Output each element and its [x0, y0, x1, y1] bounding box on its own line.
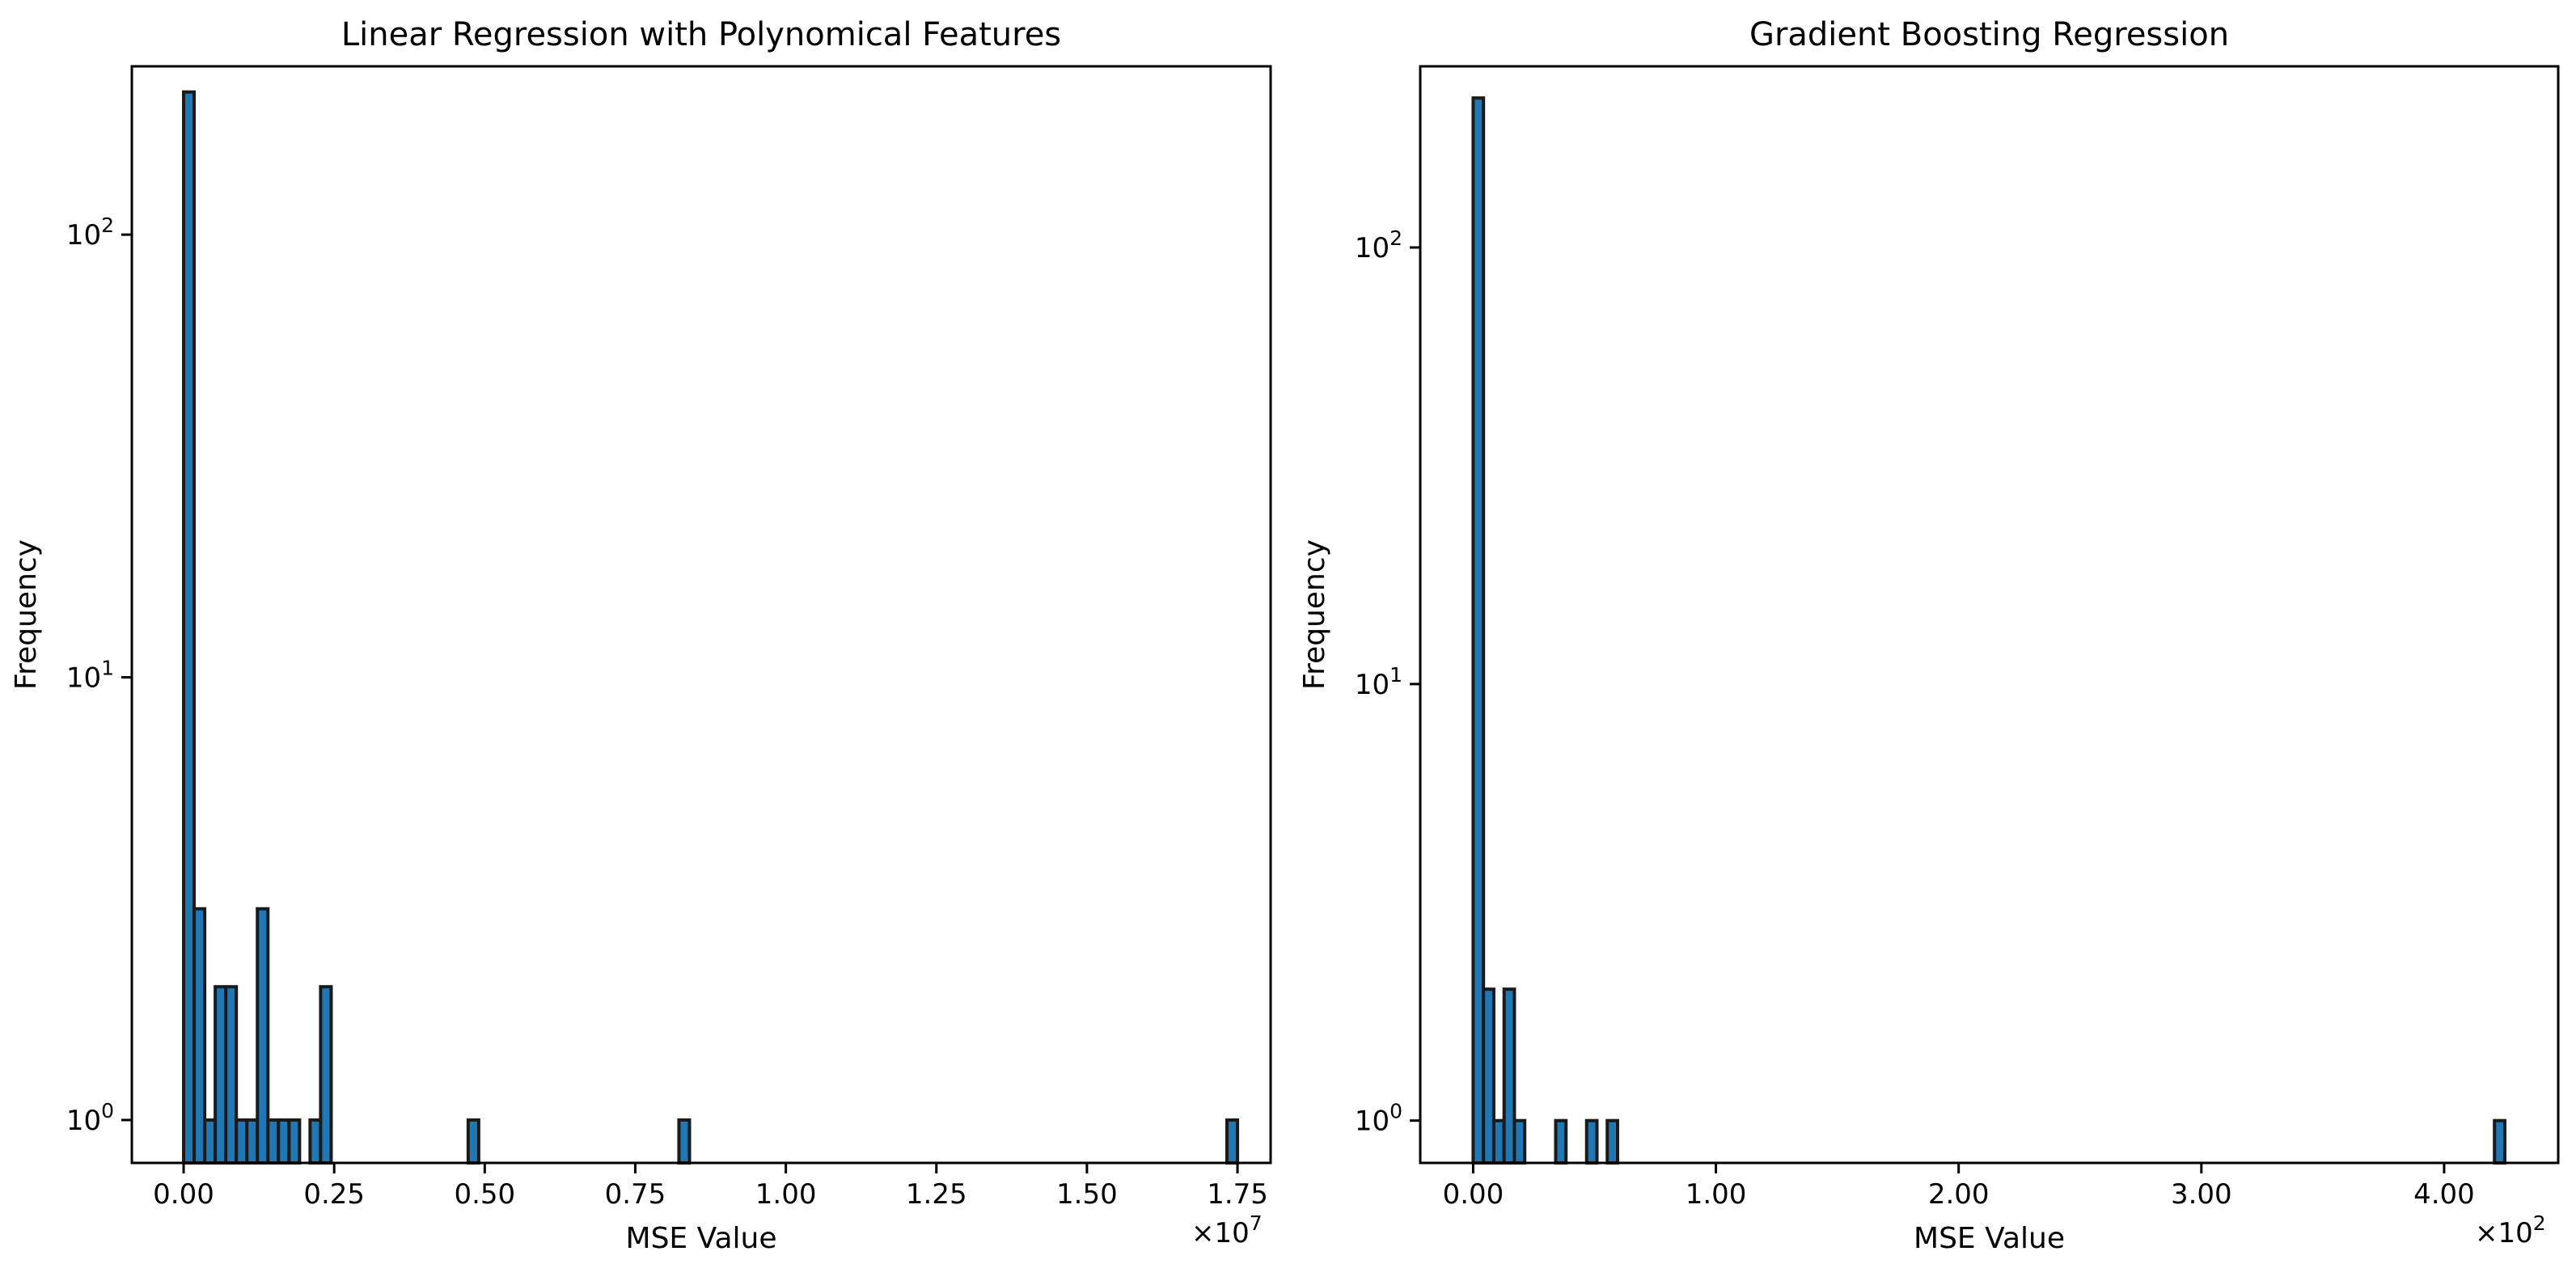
x-tick-label: 2.00 — [1928, 1178, 1990, 1211]
histogram-bar — [1512, 1118, 1527, 1165]
chart-panel-2: 0.00 1.00 2.00 3.00 4.00 100 101 102 Gradient Bo… — [1298, 16, 2560, 1255]
histogram-bar — [466, 1118, 480, 1165]
x-tick-label: 1.50 — [1056, 1178, 1118, 1211]
chart-title: Linear Regression with Polynomical Featu… — [341, 16, 1061, 53]
x-tick-label: 1.00 — [755, 1178, 817, 1211]
chart-panel-1: 0.00 0.25 0.50 0.75 1.00 1.25 1.50 1.75 100 101 10… — [10, 16, 1272, 1255]
x-tick-label: 0.75 — [605, 1178, 666, 1211]
x-tick-label: 0.00 — [153, 1178, 214, 1211]
y-tick-label: 102 — [66, 213, 114, 252]
y-axis-label: Frequency — [1298, 539, 1331, 690]
x-tick-label: 4.00 — [2413, 1178, 2475, 1211]
y-tick-label: 100 — [1355, 1100, 1402, 1138]
plot-frame — [1419, 65, 2560, 1165]
x-axis-label: MSE Value — [626, 1222, 777, 1255]
x-tick-label: 1.00 — [1686, 1178, 1747, 1211]
x-tick-label: 1.25 — [906, 1178, 967, 1211]
histogram-bar — [1225, 1118, 1240, 1165]
chart-title: Gradient Boosting Regression — [1749, 16, 2229, 53]
histogram-bar — [1605, 1118, 1620, 1165]
y-tick-label: 100 — [66, 1099, 114, 1137]
x-offset-multiplier: ×107 — [1191, 1211, 1263, 1249]
histogram-bar — [1554, 1118, 1568, 1165]
x-tick-label: 0.00 — [1443, 1178, 1504, 1211]
y-tick-label: 102 — [1355, 226, 1402, 264]
histogram-bar — [677, 1118, 692, 1165]
x-tick-label: 0.50 — [454, 1178, 515, 1211]
histogram-bar — [287, 1118, 302, 1165]
y-tick-label: 101 — [66, 657, 114, 695]
histogram-bar — [1584, 1118, 1599, 1165]
plot-frame — [130, 65, 1272, 1165]
x-offset-multiplier: ×102 — [2475, 1211, 2546, 1249]
x-tick-label: 0.25 — [303, 1178, 365, 1211]
x-axis-label: MSE Value — [1914, 1222, 2065, 1255]
x-tick-label: 3.00 — [2171, 1178, 2232, 1211]
y-axis-label: Frequency — [10, 539, 43, 690]
histogram-bar — [2493, 1118, 2506, 1165]
y-tick-label: 101 — [1355, 663, 1402, 701]
histogram-bar — [319, 985, 333, 1165]
x-tick-label: 1.75 — [1207, 1178, 1268, 1211]
